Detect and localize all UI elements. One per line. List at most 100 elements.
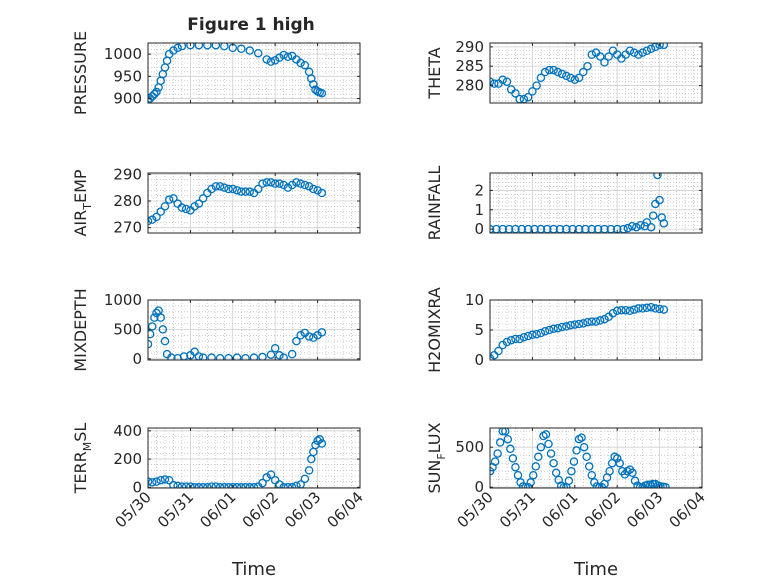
axes-box xyxy=(147,427,361,489)
data-point xyxy=(493,449,502,458)
y-tick-label: 0 xyxy=(474,478,484,496)
data-point xyxy=(203,483,212,488)
data-point xyxy=(495,438,505,447)
data-point xyxy=(566,73,575,83)
data-point xyxy=(653,173,662,180)
data-point xyxy=(642,303,652,313)
y-axis-label: AIRTEMP xyxy=(71,169,94,236)
data-point xyxy=(309,80,318,89)
data-point xyxy=(179,352,189,360)
series-sun_flux xyxy=(490,428,670,488)
data-point xyxy=(630,476,640,486)
data-point xyxy=(270,475,280,485)
y-tick-label: 290 xyxy=(113,165,142,183)
plot-area xyxy=(148,173,360,233)
data-point xyxy=(296,179,305,188)
data-point xyxy=(237,187,246,196)
data-point xyxy=(292,178,301,187)
data-point xyxy=(502,337,512,347)
y-tick-label: 290 xyxy=(455,38,484,56)
series-pressure xyxy=(148,43,327,103)
data-point xyxy=(181,204,191,214)
data-point xyxy=(638,304,647,313)
data-point xyxy=(283,183,293,192)
data-point xyxy=(511,89,520,98)
data-point xyxy=(608,308,618,318)
data-point xyxy=(232,483,242,488)
y-axis-label: TERRMSL xyxy=(71,423,94,495)
y-tick-label: 270 xyxy=(113,219,142,237)
plot-area xyxy=(490,43,702,103)
data-point xyxy=(194,199,204,208)
x-tick-label: 05/31 xyxy=(496,488,539,531)
data-point xyxy=(215,182,225,191)
data-point xyxy=(549,65,558,75)
data-point xyxy=(562,71,571,81)
data-point xyxy=(569,457,579,466)
data-point xyxy=(275,351,284,360)
data-point xyxy=(150,89,159,99)
data-point xyxy=(258,478,267,488)
data-point xyxy=(207,353,216,360)
data-point xyxy=(215,483,225,488)
data-point xyxy=(574,319,584,329)
data-point xyxy=(164,195,174,204)
data-point xyxy=(160,475,170,484)
y-tick-label: 400 xyxy=(113,422,142,440)
axes-box xyxy=(147,172,361,234)
data-point xyxy=(156,207,165,216)
data-point xyxy=(600,314,609,324)
data-point xyxy=(657,213,666,222)
data-point xyxy=(304,182,314,191)
data-point xyxy=(536,328,546,338)
data-point xyxy=(266,57,276,66)
data-point xyxy=(621,305,630,315)
data-point xyxy=(549,324,558,334)
data-point xyxy=(313,436,322,445)
data-point xyxy=(258,352,267,360)
data-point xyxy=(279,483,288,488)
x-tick-label: 06/01 xyxy=(538,488,581,531)
data-point xyxy=(203,43,212,50)
data-point xyxy=(296,480,305,488)
data-point xyxy=(531,462,541,471)
data-point xyxy=(638,48,647,57)
data-point xyxy=(317,88,327,98)
y-tick-label: 900 xyxy=(113,90,142,108)
y-tick-label: 10 xyxy=(465,291,484,309)
series-mixdepth xyxy=(148,306,327,360)
data-point xyxy=(635,482,645,488)
data-point xyxy=(315,435,324,444)
data-point xyxy=(545,325,554,335)
data-point xyxy=(515,334,524,344)
data-point xyxy=(583,317,592,327)
data-point xyxy=(220,43,229,51)
data-point xyxy=(296,58,305,68)
data-point xyxy=(600,58,609,67)
data-point xyxy=(300,60,310,70)
data-point xyxy=(595,52,605,61)
data-point xyxy=(551,468,561,478)
data-point xyxy=(249,483,259,488)
data-point xyxy=(266,350,276,359)
data-point xyxy=(519,332,529,342)
data-point xyxy=(177,482,187,488)
data-point xyxy=(300,180,310,190)
data-point xyxy=(152,212,161,222)
data-point xyxy=(262,178,271,187)
data-point xyxy=(570,75,580,85)
data-point xyxy=(160,202,170,211)
data-point xyxy=(595,316,605,325)
axes-box xyxy=(147,299,361,361)
y-tick-label: 1000 xyxy=(104,291,142,309)
data-point xyxy=(541,430,551,439)
data-point xyxy=(164,475,174,485)
axes-box xyxy=(489,172,703,234)
data-point xyxy=(490,457,500,466)
data-point xyxy=(656,482,665,488)
data-point xyxy=(579,442,589,452)
series-theta xyxy=(490,43,669,103)
data-point xyxy=(194,483,204,488)
data-point xyxy=(583,61,592,71)
